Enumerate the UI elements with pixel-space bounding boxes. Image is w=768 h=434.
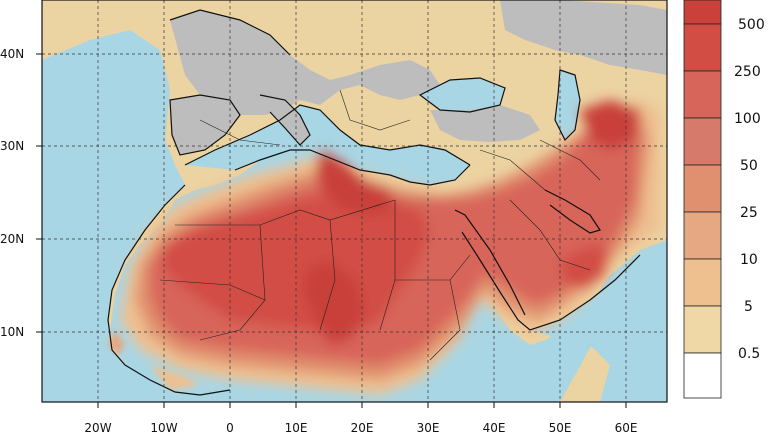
italy-nodata <box>260 95 310 145</box>
europe-nodata <box>170 10 440 115</box>
country-borders <box>159 89 601 361</box>
legend-label-5: 5 <box>744 299 753 315</box>
lat-label-10n: 10N <box>0 325 24 339</box>
map-area <box>42 0 667 402</box>
legend-swatch-5 <box>683 211 722 260</box>
latitude-axis: 40N 30N 20N 10N <box>0 47 42 339</box>
lon-label-60e: 60E <box>615 421 638 434</box>
legend-label-250: 250 <box>734 64 761 80</box>
lon-label-40e: 40E <box>483 421 506 434</box>
legend-swatch-0 <box>683 0 722 25</box>
legend-swatch-1 <box>683 23 722 72</box>
iberia-nodata <box>170 95 240 155</box>
legend-label-50: 50 <box>740 158 758 174</box>
atlantic <box>42 30 185 402</box>
legend-swatch-3 <box>683 117 722 166</box>
mediterranean <box>185 105 470 185</box>
legend-label-25: 25 <box>740 205 758 221</box>
longitude-axis: 20W 10W 0 10E 20E 30E 40E 50E 60E <box>84 402 637 434</box>
legend-label-500: 500 <box>738 17 765 33</box>
lon-label-10e: 10E <box>285 421 308 434</box>
lon-label-10w: 10W <box>150 421 177 434</box>
legend-swatch-2 <box>683 70 722 119</box>
legend-swatch-4 <box>683 164 722 213</box>
legend-swatch-8 <box>683 352 722 399</box>
colorbar-legend: 500 250 100 50 25 10 5 0.5 <box>683 0 765 399</box>
lat-label-40n: 40N <box>0 47 24 61</box>
legend-label-100: 100 <box>734 111 761 127</box>
black-sea <box>420 78 505 112</box>
arabian-sea <box>530 245 667 402</box>
lon-label-0: 0 <box>226 421 234 434</box>
lon-label-20w: 20W <box>84 421 111 434</box>
anatolia-nodata <box>430 105 540 142</box>
lon-label-30e: 30E <box>417 421 440 434</box>
gridlines <box>42 0 667 402</box>
lon-label-50e: 50E <box>549 421 572 434</box>
legend-label-0-5: 0.5 <box>738 346 760 362</box>
map-frame <box>41 0 668 403</box>
legend-swatch-6 <box>683 258 722 307</box>
legend-label-10: 10 <box>740 252 758 268</box>
east-europe-nodata <box>500 0 667 75</box>
lat-label-30n: 30N <box>0 139 24 153</box>
caspian-sea <box>555 70 580 140</box>
lon-label-20e: 20E <box>351 421 374 434</box>
coastlines <box>107 9 641 396</box>
lat-label-20n: 20N <box>0 232 24 246</box>
legend-swatch-7 <box>683 305 722 354</box>
